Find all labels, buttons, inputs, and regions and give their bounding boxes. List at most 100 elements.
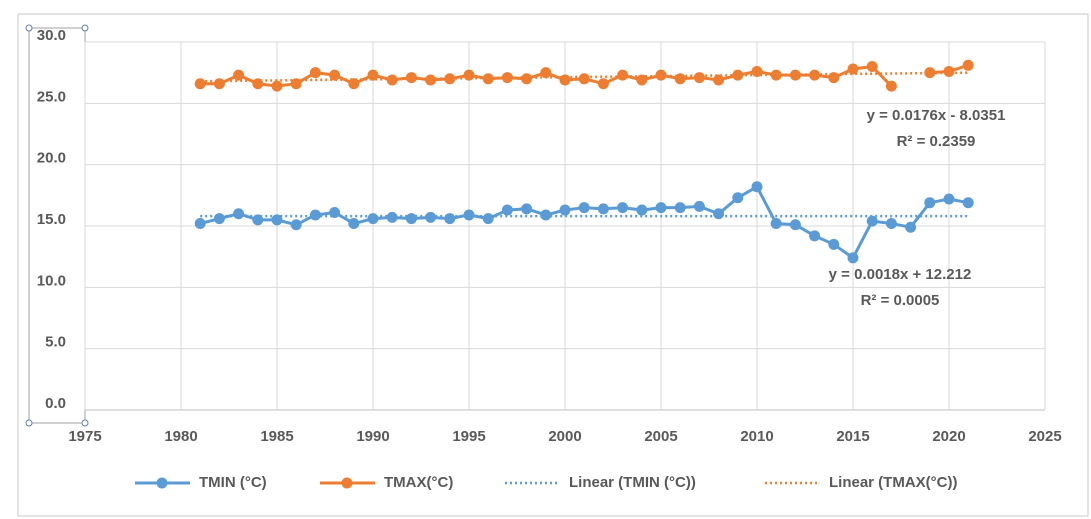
y-tick-label: 30.0 [37, 27, 66, 44]
data-point [847, 63, 859, 75]
data-point [885, 80, 897, 92]
data-point [233, 69, 245, 81]
trendline-equation: y = 0.0018x + 12.212 [829, 266, 972, 283]
data-point [233, 208, 245, 220]
data-point [521, 73, 533, 85]
data-point [713, 74, 725, 86]
x-tick-label: 2000 [548, 428, 581, 445]
data-point [271, 80, 283, 92]
data-point [962, 59, 974, 71]
data-point [213, 213, 225, 225]
data-point [194, 78, 206, 90]
x-tick-label: 2025 [1028, 428, 1061, 445]
data-point [617, 69, 629, 81]
x-tick-label: 1985 [260, 428, 293, 445]
y-tick-label: 15.0 [37, 211, 66, 228]
chart-border [17, 13, 1089, 517]
data-point [770, 218, 782, 230]
data-point [674, 202, 686, 214]
y-tick-label: 0.0 [45, 395, 66, 412]
x-tick-label: 1995 [452, 428, 485, 445]
data-point [425, 74, 437, 86]
data-point [905, 221, 917, 233]
data-point [674, 73, 686, 85]
legend-label: Linear (TMAX(°C)) [829, 474, 958, 491]
data-point [924, 67, 936, 79]
data-point [405, 72, 417, 84]
data-point [309, 209, 321, 221]
data-point [463, 69, 475, 81]
data-point [329, 69, 341, 81]
data-point [367, 213, 379, 225]
data-point [866, 61, 878, 73]
data-point [809, 69, 821, 81]
data-point [597, 203, 609, 215]
data-point [540, 67, 552, 79]
legend-label: TMAX(°C) [384, 474, 453, 491]
x-tick-label: 2010 [740, 428, 773, 445]
data-point [597, 78, 609, 90]
data-point [693, 72, 705, 84]
legend-marker [156, 477, 168, 489]
data-point [425, 211, 437, 223]
data-point [501, 204, 513, 216]
data-point [559, 74, 571, 86]
data-point [463, 209, 475, 221]
data-point [559, 204, 571, 216]
data-point [290, 219, 302, 231]
y-tick-label: 25.0 [37, 88, 66, 105]
data-point [290, 78, 302, 90]
data-point [636, 74, 648, 86]
data-point [866, 215, 878, 227]
data-point [809, 230, 821, 242]
data-point [252, 78, 264, 90]
data-point [751, 65, 763, 77]
data-point [770, 69, 782, 81]
data-point [789, 219, 801, 231]
data-point [962, 197, 974, 209]
data-point [751, 181, 763, 193]
data-point [521, 203, 533, 215]
x-tick-label: 2015 [836, 428, 869, 445]
data-point [732, 192, 744, 204]
data-point [348, 78, 360, 90]
data-point [732, 69, 744, 81]
trendline-r2: R² = 0.0005 [861, 292, 940, 309]
y-tick-label: 5.0 [45, 334, 66, 351]
data-point [329, 207, 341, 219]
data-point [943, 65, 955, 77]
data-point [828, 72, 840, 84]
data-point [578, 202, 590, 214]
data-point [828, 238, 840, 250]
data-point [367, 69, 379, 81]
data-point [713, 208, 725, 220]
data-point [540, 209, 552, 221]
trendline-equation: y = 0.0176x - 8.0351 [867, 107, 1006, 124]
x-tick-label: 2005 [644, 428, 677, 445]
handles [25, 24, 89, 427]
data-point [309, 67, 321, 79]
data-point [501, 72, 513, 84]
data-point [348, 218, 360, 230]
data-point [885, 218, 897, 230]
data-point [789, 69, 801, 81]
data-point [617, 202, 629, 214]
data-point [252, 214, 264, 226]
data-point [655, 69, 667, 81]
data-point [482, 213, 494, 225]
legend-marker [341, 477, 353, 489]
trendline-r2: R² = 0.2359 [897, 133, 976, 150]
x-tick-label: 1975 [68, 428, 101, 445]
y-tick-label: 20.0 [37, 150, 66, 167]
data-point [578, 73, 590, 85]
data-point [924, 197, 936, 209]
data-point [405, 213, 417, 225]
data-point [213, 78, 225, 90]
data-point [693, 200, 705, 212]
legend-label: TMIN (°C) [199, 474, 267, 491]
data-point [271, 214, 283, 226]
data-point [444, 73, 456, 85]
legend-label: Linear (TMIN (°C)) [569, 474, 696, 491]
